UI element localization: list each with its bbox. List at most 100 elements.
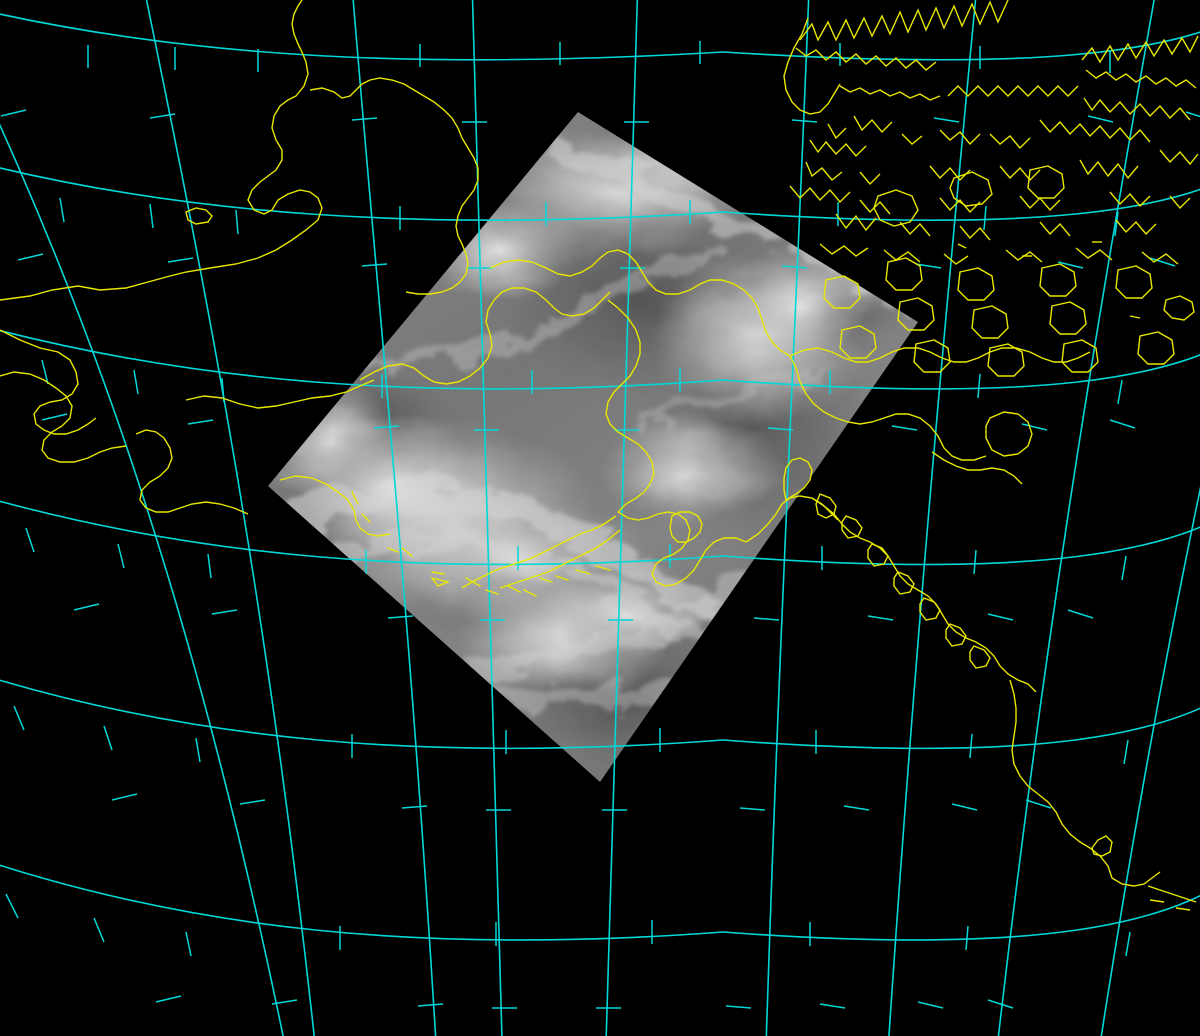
aleutian-island <box>485 589 499 595</box>
graticule-tick <box>417 1003 444 1007</box>
graticule-tick <box>195 737 201 763</box>
graticule-tick <box>185 931 192 957</box>
graticule-tick <box>149 113 176 119</box>
coastline-aleutians <box>351 491 611 597</box>
coastline-kenai <box>669 511 703 543</box>
graticule-tick <box>973 549 977 575</box>
graticule-tick <box>111 793 138 801</box>
graticule-tick <box>1087 115 1114 123</box>
graticule-tick <box>933 117 960 123</box>
parallel-line <box>0 864 1200 941</box>
meridian-line <box>352 0 437 1036</box>
graticule-tick <box>351 117 378 121</box>
aleutian-island <box>401 547 413 557</box>
aleutian-island <box>507 585 521 593</box>
aleutian-island <box>387 547 399 553</box>
aleutian-island <box>361 513 371 523</box>
graticule-tick <box>983 205 987 231</box>
graticule-tick <box>133 369 139 395</box>
graticule-tick <box>73 603 100 611</box>
meridian-line <box>471 0 504 1036</box>
graticule-tick <box>235 209 239 235</box>
graticule-tick <box>767 427 794 431</box>
meridian-line <box>1100 486 1200 1036</box>
coastline-sealaska <box>783 457 813 502</box>
graticule-tick <box>843 805 870 811</box>
graticule-tick <box>725 1005 752 1009</box>
meridian-line <box>0 123 284 1036</box>
coastline-nwt-lake <box>985 411 1033 457</box>
graticule-tick <box>1121 555 1127 581</box>
graticule-tick <box>187 419 214 425</box>
graticule-tick <box>1149 257 1176 267</box>
graticule-tick <box>149 203 154 229</box>
graticule-tick <box>59 197 65 223</box>
coastline-layer[interactable] <box>0 0 1199 911</box>
meridian-line <box>605 0 639 1036</box>
aleutian-island <box>539 577 553 583</box>
coastline-arctic-archipelago <box>783 0 1199 377</box>
coastline-bc-inlet <box>1091 835 1113 857</box>
graticule-tick <box>93 917 105 943</box>
coastline-bc <box>1009 679 1161 887</box>
graticule-tick <box>103 725 113 751</box>
parallel-line <box>0 167 1200 221</box>
coastline-alaska-north <box>489 249 791 357</box>
graticule-tick <box>1125 931 1131 957</box>
meridian-line <box>145 0 315 1036</box>
graticule-tick <box>211 609 238 615</box>
coastline-kamchatka-arc <box>0 329 97 435</box>
graticule-tick <box>965 925 969 951</box>
coastline-chukotka <box>0 0 323 301</box>
coastline-siberia-low <box>0 371 127 463</box>
graticule-tick <box>1025 799 1052 809</box>
graticule-tick <box>867 615 894 621</box>
aleutian-island <box>555 575 569 581</box>
graticule-tick <box>915 263 942 269</box>
graticule-tick <box>977 373 981 399</box>
graticule-tick <box>373 425 400 429</box>
graticule-tick <box>17 253 44 261</box>
graticule-tick <box>239 799 266 805</box>
coastline-alaska-interior <box>605 299 655 513</box>
aleutian-island <box>595 565 611 571</box>
graticule-tick <box>951 803 978 811</box>
aleutian-island <box>351 491 359 505</box>
graticule-tick <box>167 257 194 263</box>
parallels-group <box>0 13 1200 941</box>
graticule-tick <box>13 705 25 731</box>
coastline-alaska-peninsula <box>461 515 617 589</box>
coastline-w-peninsula <box>135 429 249 515</box>
graticule-tick <box>401 805 428 809</box>
graticule-tick <box>739 807 766 811</box>
graticule-tick <box>25 527 35 553</box>
coastline-alaska-nw <box>359 287 611 385</box>
meridian-line <box>765 0 810 1036</box>
meridian-ticks-group <box>0 109 1200 1009</box>
aleutian-island <box>575 569 591 575</box>
graticule-tick <box>5 893 19 919</box>
graticule-tick <box>117 543 125 569</box>
coastline-chukotka-small <box>185 207 213 225</box>
coastline-nwt-coast <box>789 347 1091 363</box>
coastline-panhandle <box>811 493 1037 693</box>
coastline-bc-isl-2 <box>1175 907 1191 911</box>
coastline-chukotka-inlet <box>309 77 479 295</box>
graticule-tick <box>1057 261 1084 269</box>
graticule-tick <box>1067 609 1094 619</box>
graticule-tick <box>987 999 1014 1009</box>
aleutian-island <box>523 589 537 597</box>
aleutian-island <box>430 576 451 587</box>
graticule-tick <box>0 109 27 117</box>
parallel-line <box>0 500 1200 566</box>
graticule-tick <box>819 1003 846 1009</box>
graticule-tick <box>155 995 182 1003</box>
graticule-tick <box>1185 111 1200 118</box>
graticule-tick <box>361 263 388 267</box>
graticule-tick <box>41 359 49 385</box>
graticule-tick <box>41 413 68 421</box>
